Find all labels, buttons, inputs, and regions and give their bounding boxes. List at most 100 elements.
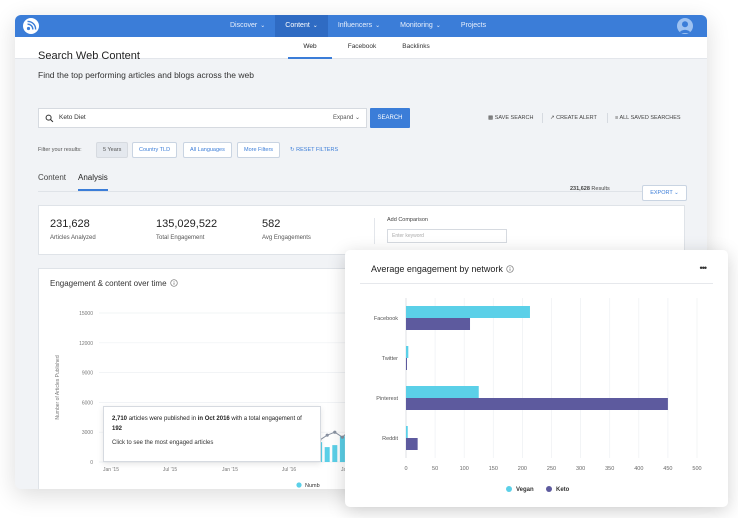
y-tick-label: 3000 <box>82 430 93 436</box>
chart-title: Engagement & content over time <box>50 279 178 288</box>
nav-projects[interactable]: Projects <box>451 15 496 37</box>
x-tick-label: 200 <box>518 466 527 472</box>
save-search-button[interactable]: ▩ SAVE SEARCH <box>488 108 533 128</box>
nav-discover[interactable]: Discover ⌄ <box>220 15 275 37</box>
tooltip-text-2: with a total engagement of <box>231 416 302 422</box>
data-point <box>340 435 344 439</box>
all-saved-label: ALL SAVED SEARCHES <box>619 115 681 121</box>
tooltip-count: 2,710 <box>112 416 128 422</box>
search-input[interactable] <box>59 109 309 127</box>
data-bar-keto <box>406 318 471 330</box>
results-number: 231,628 <box>570 186 590 192</box>
info-icon[interactable] <box>506 265 514 273</box>
x-tick-label: 150 <box>489 466 498 472</box>
metric-value: 231,628 <box>50 218 90 230</box>
divider <box>542 113 543 123</box>
chart-tooltip[interactable]: 2,710 articles were published in in Oct … <box>103 406 321 462</box>
category-label: Facebook <box>374 316 398 322</box>
tab-content[interactable]: Content <box>38 173 67 182</box>
x-tick-label: 100 <box>460 466 469 472</box>
tab-web[interactable]: Web <box>288 37 332 59</box>
legend-swatch-vegan <box>506 486 512 492</box>
avatar[interactable] <box>677 18 693 34</box>
chevron-down-icon: ⌄ <box>312 23 318 29</box>
nav-content-label: Content <box>285 22 310 29</box>
compare-input[interactable]: Enter keyword <box>387 229 507 243</box>
data-bar-vegan <box>406 386 479 398</box>
filter-5-years[interactable]: 5 Years <box>96 142 129 158</box>
search-box: Expand ⌄ <box>38 108 367 128</box>
legend-label: Numb <box>305 483 320 489</box>
metric-value: 135,029,522 <box>156 218 218 230</box>
data-point <box>325 433 329 437</box>
info-icon[interactable] <box>169 279 178 287</box>
chart-engagement-by-network: Average engagement by network ••• 0 50 100… <box>345 250 728 507</box>
results-count: 231,628 Results <box>570 186 610 192</box>
sub-nav: Web Facebook Backlinks <box>15 37 707 59</box>
x-tick-label: 450 <box>663 466 672 472</box>
x-tick-label: 500 <box>692 466 701 472</box>
page-title: Search Web Content <box>38 50 140 62</box>
all-saved-searches-button[interactable]: ≡ ALL SAVED SEARCHES <box>615 108 681 128</box>
tooltip-link[interactable]: Click to see the most engaged articles <box>112 440 214 446</box>
more-menu-icon[interactable]: ••• <box>699 263 708 273</box>
y-tick-label: 15000 <box>79 311 93 317</box>
export-button[interactable]: EXPORT ⌄ <box>642 185 687 201</box>
main-menu: Discover ⌄ Content ⌄ Influencers ⌄ Monitori… <box>220 15 496 37</box>
filter-label: Filter your results: <box>38 147 82 153</box>
tooltip-engagement: 192 <box>112 426 123 432</box>
chevron-down-icon: ⌄ <box>260 23 266 29</box>
data-bar <box>324 447 330 462</box>
tooltip-text-1: articles were published in <box>128 416 197 422</box>
x-tick-label: 50 <box>432 466 438 472</box>
create-alert-label: CREATE ALERT <box>556 115 597 121</box>
data-point <box>333 430 337 434</box>
tab-facebook[interactable]: Facebook <box>347 43 377 50</box>
page-subtitle: Find the top performing articles and blo… <box>38 70 254 80</box>
summary-card: 231,628 Articles Analyzed 135,029,522 To… <box>38 205 685 255</box>
refresh-icon: ↻ <box>290 147 295 153</box>
x-tick-label: 300 <box>576 466 585 472</box>
reset-filters-label: RESET FILTERS <box>296 147 339 153</box>
x-tick-label: Jan '15 <box>103 467 119 473</box>
search-icon <box>45 114 54 123</box>
user-icon <box>679 21 691 33</box>
trend-icon: ↗ <box>550 115 555 121</box>
save-icon: ▩ <box>488 115 494 121</box>
compare-label: Add Comparison <box>387 217 428 223</box>
create-alert-button[interactable]: ↗ CREATE ALERT <box>550 108 597 128</box>
data-bar <box>332 445 338 462</box>
logo-icon[interactable] <box>23 18 39 34</box>
nav-projects-label: Projects <box>460 22 487 29</box>
data-bar-vegan <box>406 426 408 438</box>
tab-analysis[interactable]: Analysis <box>78 173 108 191</box>
chart-title: Average engagement by network <box>371 264 514 274</box>
nav-influencers[interactable]: Influencers ⌄ <box>328 15 390 37</box>
tab-backlinks[interactable]: Backlinks <box>402 43 430 50</box>
legend-swatch-keto <box>546 486 552 492</box>
nav-monitoring[interactable]: Monitoring ⌄ <box>390 15 451 37</box>
legend-label-vegan: Vegan <box>516 487 534 493</box>
expand-select[interactable]: Expand ⌄ <box>333 109 360 127</box>
nav-content[interactable]: Content ⌄ <box>275 15 328 37</box>
filter-more[interactable]: More Filters <box>237 142 281 158</box>
nav-discover-label: Discover <box>230 22 258 29</box>
data-bar <box>339 436 345 462</box>
filter-country-tld[interactable]: Country TLD <box>132 142 178 158</box>
data-bar-vegan <box>406 346 409 358</box>
metric-label: Avg Engagements <box>262 235 311 241</box>
category-label: Twitter <box>382 356 398 362</box>
legend-swatch <box>296 482 302 488</box>
tabs-divider <box>38 191 685 192</box>
metric-articles: 231,628 Articles Analyzed <box>50 218 96 241</box>
y-tick-label: 9000 <box>82 371 93 377</box>
list-icon: ≡ <box>615 115 619 121</box>
search-button[interactable]: SEARCH <box>370 108 410 128</box>
chevron-down-icon: ⌄ <box>674 190 679 196</box>
metric-avg: 582 Avg Engagements <box>262 218 311 241</box>
y-axis-label: Number of Articles Published <box>55 355 61 419</box>
chevron-down-icon: ⌄ <box>375 23 381 29</box>
reset-filters-button[interactable]: ↻ RESET FILTERS <box>290 142 338 158</box>
filter-languages[interactable]: All Languages <box>183 142 232 158</box>
data-bar-keto <box>406 358 407 370</box>
